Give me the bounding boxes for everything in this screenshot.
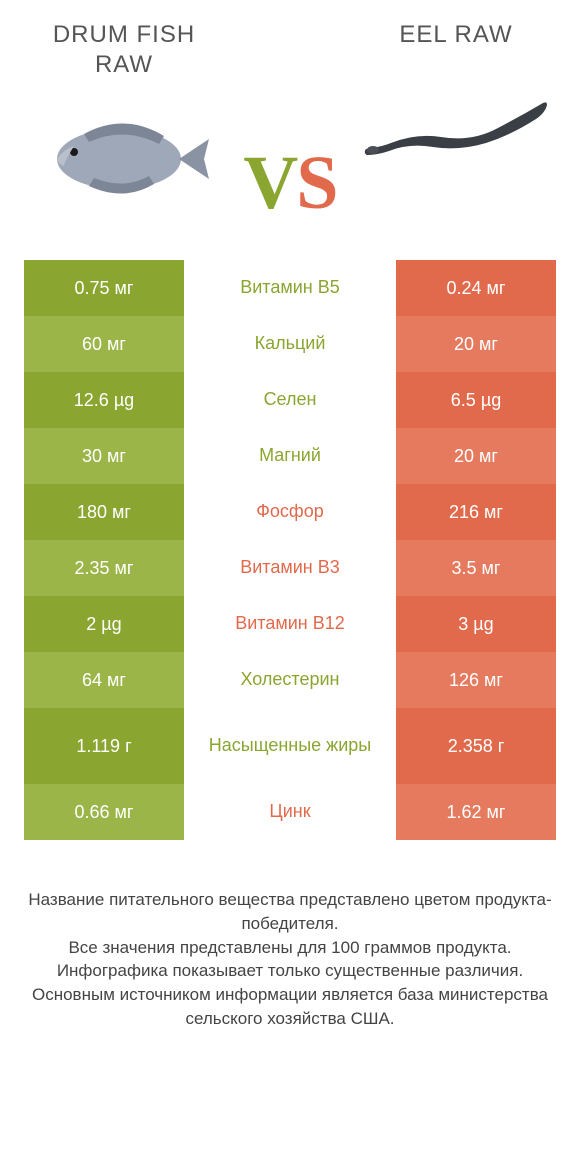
nutrient-label: Кальций xyxy=(184,316,396,372)
nutrient-label: Цинк xyxy=(184,784,396,840)
vs-v: V xyxy=(243,141,296,225)
nutrient-label: Витамин B12 xyxy=(184,596,396,652)
right-value: 3 µg xyxy=(396,596,556,652)
table-row: 30 мгМагний20 мг xyxy=(24,428,556,484)
footer-line: Инфографика показывает только существенн… xyxy=(24,959,556,983)
table-row: 1.119 гНасыщенные жиры2.358 г xyxy=(24,708,556,784)
nutrient-label: Насыщенные жиры xyxy=(184,708,396,784)
nutrient-label: Витамин B3 xyxy=(184,540,396,596)
comparison-table: 0.75 мгВитамин B50.24 мг60 мгКальций20 м… xyxy=(24,260,556,840)
left-value: 30 мг xyxy=(24,428,184,484)
table-row: 12.6 µgСелен6.5 µg xyxy=(24,372,556,428)
table-row: 0.75 мгВитамин B50.24 мг xyxy=(24,260,556,316)
left-value: 60 мг xyxy=(24,316,184,372)
nutrient-label: Селен xyxy=(184,372,396,428)
right-value: 3.5 мг xyxy=(396,540,556,596)
left-value: 180 мг xyxy=(24,484,184,540)
left-value: 0.66 мг xyxy=(24,784,184,840)
vs-s: S xyxy=(296,141,336,225)
right-value: 216 мг xyxy=(396,484,556,540)
table-row: 2 µgВитамин B123 µg xyxy=(24,596,556,652)
left-product: Drum fish raw xyxy=(24,20,224,214)
footer-line: Название питательного вещества представл… xyxy=(24,888,556,936)
left-value: 2 µg xyxy=(24,596,184,652)
nutrient-label: Холестерин xyxy=(184,652,396,708)
right-value: 2.358 г xyxy=(396,708,556,784)
footer-line: Все значения представлены для 100 граммо… xyxy=(24,936,556,960)
right-value: 126 мг xyxy=(396,652,556,708)
nutrient-label: Фосфор xyxy=(184,484,396,540)
table-row: 60 мгКальций20 мг xyxy=(24,316,556,372)
left-value: 1.119 г xyxy=(24,708,184,784)
nutrient-label: Витамин B5 xyxy=(184,260,396,316)
eel-icon xyxy=(356,74,556,184)
left-value: 64 мг xyxy=(24,652,184,708)
right-value: 20 мг xyxy=(396,428,556,484)
table-row: 64 мгХолестерин126 мг xyxy=(24,652,556,708)
table-row: 0.66 мгЦинк1.62 мг xyxy=(24,784,556,840)
left-title: Drum fish raw xyxy=(24,20,224,80)
vs-label: VS xyxy=(243,140,336,227)
left-value: 0.75 мг xyxy=(24,260,184,316)
right-value: 1.62 мг xyxy=(396,784,556,840)
right-product: Eel raw xyxy=(356,20,556,184)
footer-line: Основным источником информации является … xyxy=(24,983,556,1031)
footer-notes: Название питательного вещества представл… xyxy=(24,888,556,1031)
nutrient-label: Магний xyxy=(184,428,396,484)
left-value: 12.6 µg xyxy=(24,372,184,428)
table-row: 180 мгФосфор216 мг xyxy=(24,484,556,540)
table-row: 2.35 мгВитамин B33.5 мг xyxy=(24,540,556,596)
right-title: Eel raw xyxy=(399,20,512,50)
right-value: 6.5 µg xyxy=(396,372,556,428)
right-value: 0.24 мг xyxy=(396,260,556,316)
drum-fish-icon xyxy=(24,104,224,214)
header: Drum fish raw VS Eel raw xyxy=(0,0,580,260)
right-value: 20 мг xyxy=(396,316,556,372)
left-value: 2.35 мг xyxy=(24,540,184,596)
